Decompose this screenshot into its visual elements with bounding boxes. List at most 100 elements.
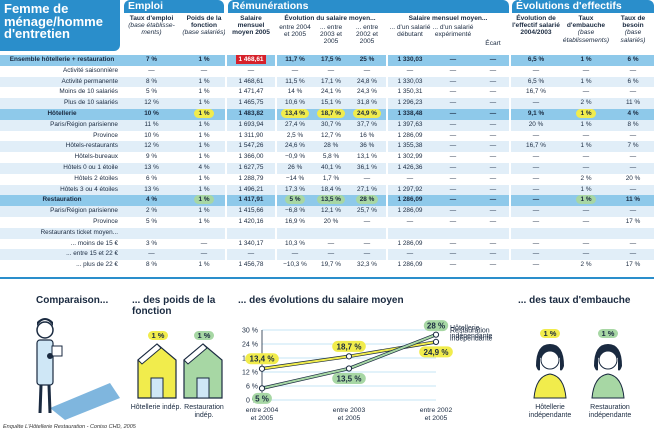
cell-value: 1 286,09 (397, 196, 423, 204)
cell-value: — (629, 164, 637, 171)
cell-value: 13,5 % (317, 195, 345, 205)
cell-value: 1 286,09 (397, 207, 423, 215)
cell-value: 4 % (145, 196, 157, 204)
table-cell: 2 % (562, 98, 610, 109)
table-cell: — (612, 87, 654, 98)
column-divider (225, 15, 227, 297)
cell-value: — (489, 142, 497, 150)
table-cell: 1 286,09 (389, 195, 431, 206)
cell-value: — (291, 66, 299, 74)
table-row: Paris/Région parisienne 2 % 1 % 1 415,66 −6,… (0, 206, 654, 217)
cell-value: — (489, 99, 497, 107)
table-cell: — (313, 249, 349, 260)
cell-value: — (327, 250, 335, 258)
cell-value: — (582, 131, 590, 139)
table-cell: 1 366,00 (228, 152, 274, 163)
table-cell: — (431, 120, 475, 131)
cell-value: 12 % (144, 99, 159, 107)
table-cell: — (431, 87, 475, 98)
table-cell: — (562, 206, 610, 217)
table-cell: 25 % (349, 55, 385, 66)
header-sal-deb: ... d'un salarié débutant (389, 24, 431, 39)
house-2: 1 % (184, 325, 224, 343)
header-salaire-mensuel: Salaire mensuel moyen... (408, 15, 488, 22)
cell-value: — (489, 174, 497, 182)
data-label: 28 % (427, 322, 445, 331)
cell-value: 8 % (145, 77, 157, 85)
cell-value: 6 % (145, 174, 157, 182)
row-label: Hôtels-bureaux (74, 153, 118, 161)
table-cell: 12 % (124, 98, 179, 109)
cell-value: 25,7 % (357, 207, 377, 215)
cell-value: — (291, 250, 299, 258)
cell-value: — (363, 174, 371, 182)
row-label: ... entre 15 et 22 € (66, 250, 118, 258)
table-cell: 10,3 % (277, 239, 313, 250)
cell-value: 24,3 % (357, 88, 377, 96)
x-tick-label: entre 2003 (333, 407, 366, 414)
cell-value: 1 456,78 (238, 261, 264, 269)
y-tick-label: 0 % (246, 398, 258, 405)
table-row: Restaurants ticket moyen... (0, 227, 654, 239)
table-cell: 12 % (124, 141, 179, 152)
table-cell: 1 297,92 (389, 185, 431, 196)
cell-value: — (629, 185, 637, 193)
cell-value: 18,7 % (317, 109, 345, 118)
table-cell: 2 % (562, 174, 610, 185)
cell-value: 5,8 % (322, 153, 340, 161)
series-name-label: indépendante (450, 336, 493, 343)
cell-value: — (363, 218, 371, 225)
cell-value: 3 % (145, 239, 157, 247)
table-cell: 32,3 % (349, 260, 385, 271)
table-cell: 1 286,09 (389, 260, 431, 271)
cell-value: 17,5 % (321, 56, 341, 63)
table-cell: 5 % (124, 217, 179, 228)
series-name-label: Restauration (450, 328, 490, 335)
header-evol-c: ... entre 2002 et 2005 (355, 24, 379, 46)
table-cell: 11,7 % (277, 55, 313, 66)
cell-value: 6,5 % (527, 56, 545, 63)
cell-value: 1 % (198, 207, 210, 215)
header-evolution: Évolution du salaire moyen... (284, 15, 376, 22)
table-cell: 12,7 % (313, 131, 349, 142)
cell-value: 10 % (144, 110, 159, 117)
cell-value: 1 % (194, 109, 214, 118)
cell-value: 1 302,99 (397, 153, 423, 161)
cell-value: — (532, 218, 540, 225)
cell-value: — (629, 207, 637, 215)
cell-value: — (489, 185, 497, 193)
embauche-title: ... des taux d'embauche (518, 295, 631, 306)
table-cell: 24,6 % (277, 141, 313, 152)
table-cell: 1 % (182, 174, 226, 185)
cell-value: 1 % (198, 142, 210, 150)
housekeeper-illustration (36, 318, 120, 420)
y-tick-label: 12 % (242, 370, 258, 377)
table-cell: — (477, 206, 509, 217)
table-cell: 1 % (182, 185, 226, 196)
cell-value: — (449, 185, 457, 193)
cell-value: 1 547,26 (238, 142, 264, 150)
data-label-bg (252, 392, 272, 404)
table-cell: 24,9 % (349, 109, 385, 120)
cell-value: 28 % (355, 195, 379, 205)
table-cell: — (389, 174, 431, 185)
table-cell: — (477, 152, 509, 163)
table-cell: 20 % (512, 120, 560, 131)
table-cell: 1 311,90 (228, 131, 274, 142)
table-cell: — (477, 109, 509, 120)
table-cell: — (277, 66, 313, 77)
row-label: Province (93, 218, 118, 225)
cell-value: — (406, 66, 414, 74)
table-cell: — (512, 98, 560, 109)
table-cell: — (612, 152, 654, 163)
cell-value: 31,8 % (357, 99, 377, 107)
cell-value: 13 % (144, 185, 159, 193)
row-label: Hôtels 3 ou 4 étoiles (60, 185, 118, 193)
row-label: Paris/Région parisienne (50, 120, 118, 128)
cell-value: 2 % (580, 261, 592, 269)
cell-value: 18,4 % (321, 185, 341, 193)
cell-value: 20 % (323, 218, 339, 225)
cell-value: 1 % (580, 142, 592, 150)
cell-value: 37,7 % (357, 120, 377, 128)
table-row: Hôtels-restaurants 12 % 1 % 1 547,26 24,6 % 2… (0, 141, 654, 153)
